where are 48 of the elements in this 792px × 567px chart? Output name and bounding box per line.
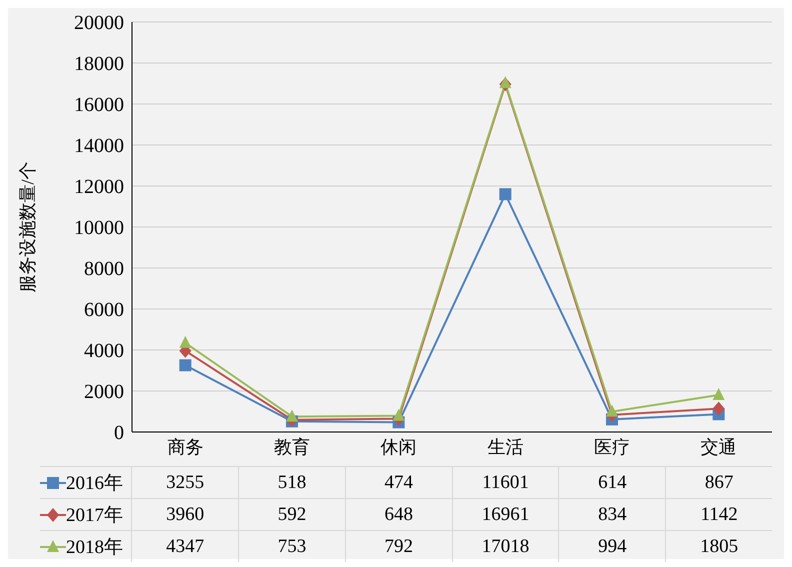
point <box>712 402 725 416</box>
legend-label: 2018年 <box>66 536 123 560</box>
data-label: 994 <box>558 531 666 562</box>
y-tick-label: 16000 <box>74 94 124 116</box>
data-label: 3255 <box>131 467 238 498</box>
data-label: 614 <box>558 467 666 498</box>
point <box>499 76 512 88</box>
x-tick-label: 商务 <box>167 436 204 457</box>
data-label: 592 <box>238 499 345 530</box>
point <box>179 336 192 348</box>
data-label: 867 <box>665 467 772 498</box>
x-tick-label: 生活 <box>487 436 524 457</box>
point <box>179 359 192 372</box>
data-label: 1805 <box>665 531 772 562</box>
data-label: 474 <box>344 467 452 498</box>
data-label: 834 <box>558 499 666 530</box>
x-tick-label: 交通 <box>700 436 737 457</box>
point <box>499 188 512 200</box>
x-tick-label: 医疗 <box>594 436 630 457</box>
data-label: 4347 <box>131 531 238 562</box>
y-tick-label: 2000 <box>84 381 124 404</box>
data-label: 648 <box>344 499 452 530</box>
data-label: 753 <box>238 531 345 562</box>
data-label: 3960 <box>131 499 238 530</box>
legend-label: 2016年 <box>66 472 123 496</box>
y-tick-label: 0 <box>114 422 124 444</box>
point <box>712 388 725 400</box>
y-tick-label: 8000 <box>84 258 124 280</box>
data-label: 792 <box>344 531 452 562</box>
y-tick-label: 20000 <box>74 12 124 34</box>
point <box>286 410 298 422</box>
data-label: 17018 <box>452 531 558 562</box>
point <box>606 404 618 417</box>
point <box>392 408 405 421</box>
y-tick-label: 10000 <box>74 217 124 240</box>
y-tick-label: 4000 <box>84 340 124 362</box>
y-axis-title: 服务设施数量/个 <box>17 161 38 293</box>
data-label: 1142 <box>665 499 772 530</box>
data-label: 518 <box>238 467 345 498</box>
y-tick-label: 6000 <box>84 299 124 322</box>
y-tick-label: 18000 <box>74 53 124 76</box>
data-label: 16961 <box>452 499 558 530</box>
legend-label: 2017年 <box>66 504 123 528</box>
y-tick-label: 12000 <box>74 176 124 198</box>
data-label: 11601 <box>452 467 558 498</box>
x-tick-label: 休闲 <box>380 436 417 457</box>
y-tick-label: 14000 <box>74 135 124 158</box>
x-tick-label: 教育 <box>274 436 310 457</box>
